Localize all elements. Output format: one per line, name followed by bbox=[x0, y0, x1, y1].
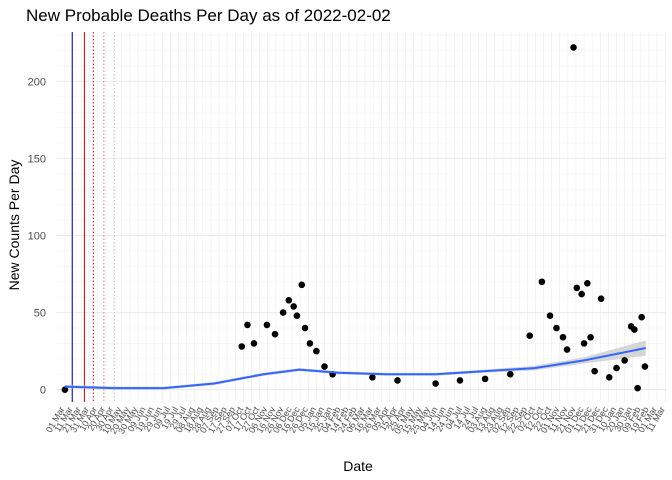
data-point bbox=[293, 312, 301, 319]
data-point bbox=[573, 284, 581, 292]
data-point bbox=[580, 340, 588, 347]
data-point bbox=[279, 309, 287, 316]
y-tick-label: 50 bbox=[34, 308, 46, 320]
gridlines bbox=[56, 32, 666, 402]
data-point bbox=[546, 312, 554, 319]
data-point bbox=[597, 295, 605, 303]
data-point bbox=[559, 333, 567, 341]
data-point bbox=[584, 279, 591, 287]
y-axis-label: New Counts Per Day bbox=[6, 160, 22, 291]
data-point bbox=[634, 384, 641, 392]
data-point bbox=[621, 357, 628, 364]
y-tick-label: 100 bbox=[28, 231, 46, 243]
data-points bbox=[61, 44, 649, 393]
data-point bbox=[481, 375, 489, 383]
x-axis-label: Date bbox=[343, 458, 373, 474]
data-point bbox=[321, 363, 328, 370]
data-point bbox=[638, 313, 645, 321]
data-point bbox=[432, 380, 439, 387]
y-tick-label: 0 bbox=[40, 385, 46, 397]
data-point bbox=[506, 370, 514, 378]
data-point bbox=[526, 332, 534, 340]
data-point bbox=[244, 321, 251, 329]
data-point bbox=[563, 346, 571, 353]
data-point bbox=[306, 340, 314, 347]
data-point bbox=[613, 364, 620, 372]
data-point bbox=[285, 296, 293, 304]
data-point bbox=[301, 324, 309, 332]
smooth-trend-line bbox=[64, 347, 646, 390]
data-point bbox=[369, 374, 376, 381]
data-point bbox=[605, 374, 613, 381]
data-point bbox=[263, 321, 271, 329]
data-point bbox=[394, 377, 401, 384]
chart-title: New Probable Deaths Per Day as of 2022-0… bbox=[26, 6, 391, 25]
data-point bbox=[631, 326, 638, 333]
data-point bbox=[238, 343, 246, 350]
data-point bbox=[313, 347, 320, 355]
data-point bbox=[553, 324, 560, 332]
y-axis-ticks: 0 50 100 150 200 bbox=[28, 76, 46, 396]
data-point bbox=[641, 363, 649, 370]
data-point bbox=[456, 377, 464, 384]
data-point bbox=[271, 330, 279, 338]
data-point bbox=[587, 333, 594, 341]
data-point bbox=[570, 44, 577, 51]
data-point bbox=[298, 281, 306, 289]
y-tick-label: 150 bbox=[28, 153, 46, 165]
reference-lines bbox=[71, 32, 115, 402]
data-point bbox=[250, 340, 258, 347]
data-point bbox=[538, 278, 546, 286]
y-tick-label: 200 bbox=[28, 76, 46, 88]
data-point bbox=[578, 290, 585, 298]
trend-line bbox=[64, 347, 646, 390]
data-point bbox=[61, 386, 69, 393]
data-point bbox=[591, 367, 598, 375]
data-point bbox=[290, 303, 297, 310]
